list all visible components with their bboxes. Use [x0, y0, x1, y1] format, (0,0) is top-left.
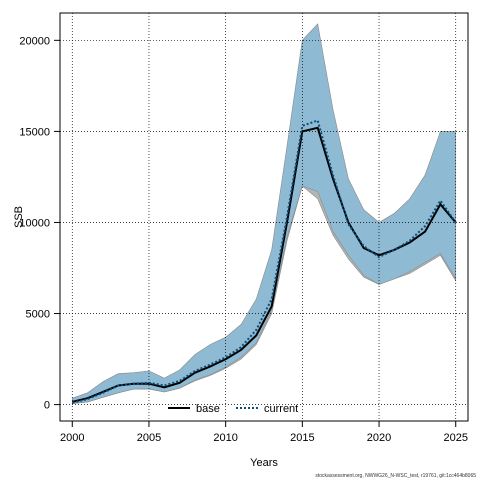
x-tick-label-2015: 2015: [290, 432, 314, 444]
x-tick-label-2005: 2005: [137, 432, 161, 444]
plot-frame: [59, 12, 469, 422]
x-tick-label-2010: 2010: [213, 432, 237, 444]
y-tick-label-0: 0: [44, 400, 50, 412]
x-tick-label-2025: 2025: [443, 432, 467, 444]
legend: base current: [168, 403, 298, 415]
grid-lines: [60, 13, 468, 421]
x-axis: 2000 2005 2010 2015 2020 2025: [60, 421, 468, 444]
series-line-base: [72, 126, 457, 403]
legend-label-base: base: [196, 403, 220, 415]
y-axis-label: SSB: [13, 206, 25, 228]
y-axis: 0 5000 10000 15000 20000: [19, 35, 60, 412]
y-tick-label-20000: 20000: [19, 35, 50, 47]
y-tick-label-5000: 5000: [26, 309, 50, 321]
x-axis-label: Years: [250, 457, 278, 469]
legend-label-current: current: [264, 403, 298, 415]
confidence-bands: [72, 23, 457, 405]
x-tick-label-2000: 2000: [60, 432, 84, 444]
caption: stockassessment.org, NWWG26_N-WSC_test, …: [315, 473, 476, 479]
y-tick-label-15000: 15000: [19, 126, 50, 138]
y-tick-label-10000: 10000: [19, 217, 50, 229]
band-current: [72, 23, 457, 405]
series-lines: [72, 119, 457, 404]
x-tick-label-2020: 2020: [367, 432, 391, 444]
